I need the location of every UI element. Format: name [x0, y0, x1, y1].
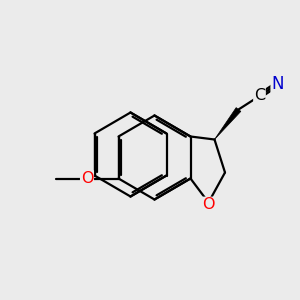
Text: O: O: [81, 171, 93, 186]
Text: N: N: [271, 75, 284, 93]
Text: O: O: [202, 197, 215, 212]
Polygon shape: [214, 108, 241, 140]
Text: C: C: [254, 88, 265, 104]
